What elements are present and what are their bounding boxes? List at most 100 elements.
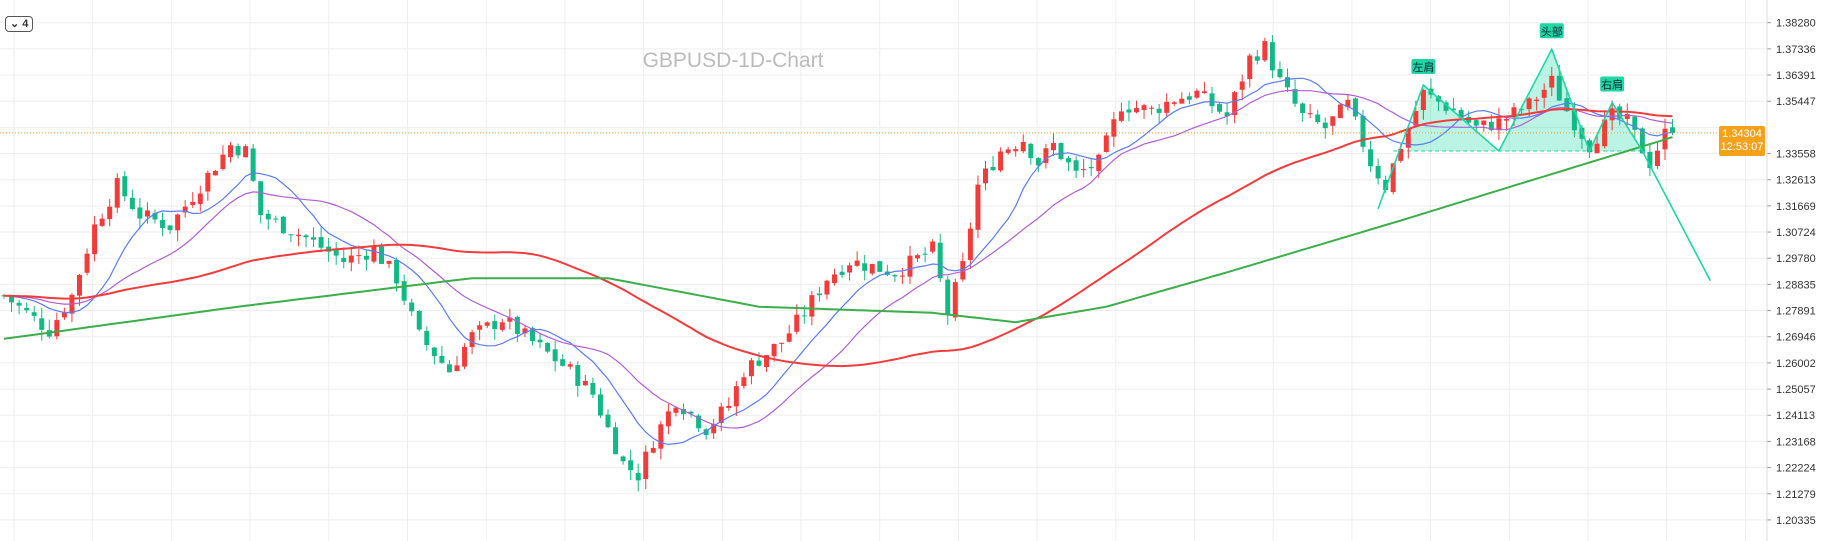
candle [386,260,392,269]
last-price-tag: 1.34304 12:53:07 [1719,125,1765,156]
candle [816,287,822,302]
candle-body [998,151,1004,171]
candle [832,268,837,286]
candle-body [1654,150,1660,166]
candle [1020,134,1026,154]
candle-body [1609,108,1615,121]
y-tick-label: 1.33558 [1776,149,1816,161]
candle [665,403,671,435]
indicator-count: 4 [22,18,29,30]
candle-body [243,146,249,158]
candle [1043,143,1049,169]
candle [1654,142,1660,169]
candle-body [1035,158,1041,166]
candle [462,343,468,370]
moving-average-ma200 [3,136,1673,340]
candle-body [1126,109,1132,113]
candle-body [1488,121,1494,131]
candle-body [514,316,520,334]
candle-body [1549,75,1555,88]
candle [265,210,271,230]
candle-body [1541,89,1547,98]
candle-body [288,234,294,236]
candle [514,315,520,342]
candle [620,455,626,465]
candle-body [114,178,120,208]
head-shoulders-line [1377,47,1712,282]
candle [107,199,113,227]
candle [24,302,30,313]
candle [409,298,415,316]
candle-body [507,317,513,322]
candle-body [1420,89,1426,111]
candle [92,215,98,262]
collapse-indicators-button[interactable]: ⌄ 4 [5,16,34,32]
candle-body [386,260,392,264]
y-tick-label: 1.26002 [1776,358,1816,370]
candle-body [484,322,490,326]
candle [182,200,188,218]
candle-body [1352,98,1358,117]
candle-body [24,308,30,311]
candle-body [1058,143,1064,160]
candle-body [688,411,694,414]
candle [122,171,128,202]
pattern-label: 左肩 [1412,60,1434,74]
candle-body [718,406,724,424]
candle-body [1556,75,1562,101]
candle [1420,89,1426,120]
candle-body [1103,135,1109,152]
candle [1066,156,1072,172]
candle [1088,159,1094,177]
candle [733,381,739,416]
candle-body [129,197,135,209]
candle [9,294,15,313]
candle-body [348,255,354,263]
candle [416,309,422,332]
candle-body [552,349,558,362]
candle-body [816,293,822,296]
candle-body [545,342,551,352]
candle-body [960,261,966,280]
candle [786,324,792,343]
y-tick-label: 1.32613 [1776,175,1816,187]
candle-body [567,364,573,367]
candle-body [1534,99,1540,102]
candle [1005,146,1011,155]
candle-body [175,214,181,231]
candle-body [333,249,339,256]
candle-body [356,255,362,257]
candle-body [1164,101,1170,113]
candle-body [190,201,196,205]
candle [1111,111,1117,147]
candle-body [915,255,921,259]
candle-body [1201,91,1207,94]
candle-body [394,260,400,284]
candle [318,227,324,253]
candle [1481,120,1487,132]
candle [681,403,686,421]
candle-body [77,274,82,296]
candle-body [990,166,996,171]
candle [1277,61,1283,79]
candle-body [182,206,188,213]
candle-body [892,275,898,277]
candle-body [1413,110,1419,126]
candle [1028,142,1034,165]
candle [1624,103,1630,126]
candle [99,213,105,227]
candle [303,233,309,248]
candle-body [711,423,717,434]
candle [1549,66,1555,97]
candle [424,326,430,351]
candle-body [1300,103,1306,113]
candle [477,321,483,341]
candle [983,160,988,190]
candle [1587,138,1592,158]
candle-body [1134,108,1139,113]
candle [1194,88,1200,100]
candle-body [620,456,626,462]
candle-body [824,280,830,295]
candle-body [560,359,566,366]
